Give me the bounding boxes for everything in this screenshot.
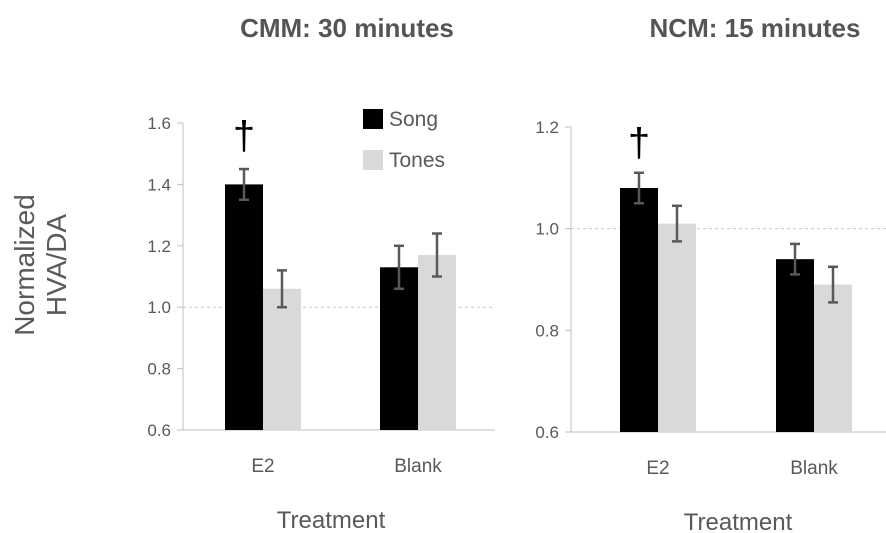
y-tick-label: 1.2 [147,237,171,256]
y-axis-label-line-1: Normalized [9,194,40,336]
bar-tones-e2 [263,288,301,430]
x-axis-label: Treatment [684,509,793,533]
category-label: Blank [790,458,838,479]
chart-title: NCM: 15 minutes [650,13,861,43]
dagger-annotation: † [628,121,650,165]
category-label: E2 [646,458,669,479]
y-tick-label: 1.6 [147,114,171,133]
legend-swatch-song [363,109,383,129]
bar-song-e2 [620,188,658,432]
y-axis-label-line-2: HVA/DA [41,214,72,316]
bar-song-e2 [225,184,263,430]
bar-tones-blank [814,284,852,432]
chart-ncm: NCM: 15 minutes 0.6 0.8 1.0 1.2 E2 Blank † Tre… [535,13,886,533]
bar-song-blank [776,259,814,432]
chart-title: CMM: 30 minutes [240,13,454,43]
y-tick-label: 0.8 [147,360,171,379]
category-label: Blank [394,456,442,477]
plot-area: 0.6 0.8 1.0 1.2 E2 Blank † [535,118,886,479]
y-tick-label: 0.6 [147,421,171,440]
legend: Song Tones [363,108,445,172]
y-tick-label: 1.0 [535,220,559,239]
y-tick-label: 0.6 [535,423,559,442]
y-tick-label: 1.4 [147,175,171,194]
chart-cmm: CMM: 30 minutes 0.6 0.8 1.0 1.2 1.4 1.6 E2 Blan… [147,13,495,533]
legend-label-tones: Tones [389,149,445,172]
y-tick-label: 0.8 [535,321,559,340]
plot-area: 0.6 0.8 1.0 1.2 1.4 1.6 E2 Blank † [147,114,495,477]
legend-swatch-tones [363,150,383,170]
x-axis-label: Treatment [277,507,386,533]
dagger-annotation: † [233,114,255,158]
bar-tones-e2 [658,223,696,432]
legend-label-song: Song [389,108,438,131]
y-tick-label: 1.2 [535,118,559,137]
bar-song-blank [380,267,418,430]
y-tick-label: 1.0 [147,298,171,317]
bar-tones-blank [418,255,456,430]
category-label: E2 [251,456,274,477]
